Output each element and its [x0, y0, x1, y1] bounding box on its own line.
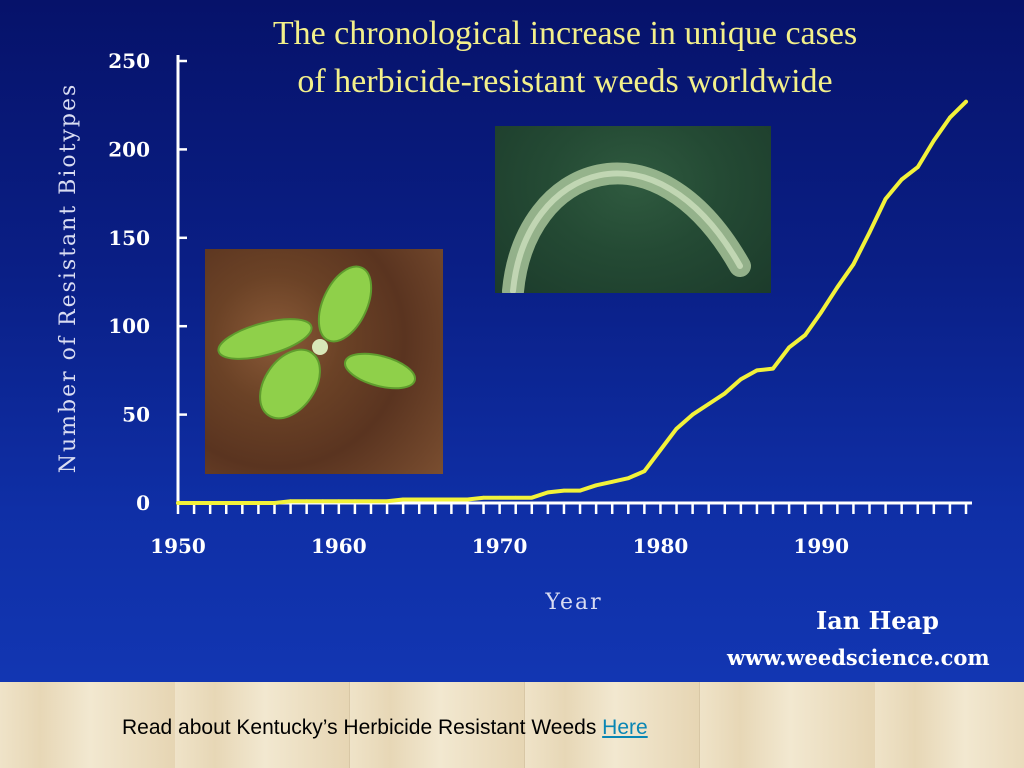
foxtail-image	[502, 162, 751, 302]
footer-divider	[699, 682, 700, 768]
data-point	[320, 499, 325, 504]
x-tick-label: 1950	[150, 534, 206, 558]
data-point	[417, 497, 422, 502]
data-point	[899, 177, 904, 182]
data-point	[867, 230, 872, 235]
data-point	[385, 499, 389, 504]
data-point	[739, 377, 743, 382]
data-point	[964, 99, 968, 104]
data-point	[304, 499, 309, 504]
data-point	[288, 499, 293, 504]
x-tick-label: 1970	[472, 534, 528, 558]
foxtail-grass-photo	[495, 126, 771, 302]
data-point	[240, 501, 245, 505]
x-tick-label: 1960	[311, 534, 367, 558]
chart-title: The chronological increase in unique cas…	[200, 10, 930, 106]
data-point	[706, 402, 711, 406]
data-point	[513, 495, 518, 500]
data-point	[562, 488, 566, 493]
y-tick-label: 0	[136, 491, 150, 515]
data-point	[481, 495, 486, 500]
data-point	[449, 497, 454, 502]
footer-divider	[524, 682, 525, 768]
data-point	[546, 490, 550, 495]
data-point	[353, 499, 357, 504]
data-point	[401, 497, 405, 502]
y-tick-label: 50	[122, 403, 150, 427]
data-point	[497, 495, 502, 500]
data-point	[658, 448, 663, 452]
data-point	[626, 476, 631, 481]
data-point	[610, 479, 615, 484]
footer-text: Read about Kentucky’s Herbicide Resistan…	[122, 716, 648, 740]
data-point	[787, 345, 791, 350]
data-point	[835, 285, 840, 290]
data-point	[578, 488, 582, 493]
x-tick-label: 1980	[633, 534, 689, 558]
data-point	[755, 368, 759, 373]
chart-title-line-2: of herbicide-resistant weeds worldwide	[297, 63, 833, 100]
data-point	[208, 501, 212, 505]
y-tick-label: 150	[108, 226, 150, 250]
data-point	[803, 333, 807, 337]
line-chart: 1950 1960 1970 1980 1990 0 50 100 150 200 250 Numb…	[56, 49, 972, 615]
data-point	[256, 501, 261, 505]
here-link[interactable]: Here	[602, 716, 648, 739]
data-point	[433, 497, 438, 502]
data-point	[465, 497, 470, 502]
chart-slide: The chronological increase in unique cas…	[0, 0, 1024, 682]
data-point	[883, 197, 888, 201]
data-point	[529, 495, 534, 500]
seedling-image	[217, 265, 416, 420]
y-axis-label: Number of Resistant Biotypes	[56, 83, 81, 474]
data-point	[948, 115, 952, 120]
data-point	[722, 391, 727, 396]
footer-caption: Read about Kentucky’s Herbicide Resistan…	[122, 716, 603, 739]
data-point	[932, 138, 936, 143]
data-point	[594, 483, 598, 488]
footer-bar	[0, 682, 1024, 768]
data-point	[771, 366, 775, 371]
data-point	[642, 469, 647, 473]
data-point	[272, 501, 277, 505]
data-point	[337, 499, 341, 504]
y-tick-label: 200	[108, 137, 150, 161]
author-credit: Ian Heap	[816, 606, 939, 635]
y-tick-label: 100	[108, 314, 150, 338]
chart-series	[176, 99, 968, 505]
chart-axes: 1950 1960 1970 1980 1990 0 50 100 150 200 250	[108, 49, 972, 558]
data-point	[915, 165, 920, 169]
data-point	[192, 501, 196, 505]
data-point	[851, 262, 856, 267]
seedling-photo	[205, 249, 443, 474]
data-point	[176, 501, 180, 505]
data-point	[369, 499, 373, 504]
data-point	[224, 501, 229, 505]
series-line	[176, 99, 968, 505]
x-axis-label: Year	[544, 590, 602, 615]
data-point	[690, 412, 695, 417]
y-tick-label: 250	[108, 49, 150, 73]
footer-divider	[349, 682, 350, 768]
website-credit: www.weedscience.com	[727, 645, 990, 670]
data-point	[819, 310, 824, 314]
x-tick-label: 1990	[793, 534, 849, 558]
data-point	[674, 426, 679, 431]
chart-title-line-1: The chronological increase in unique cas…	[272, 15, 858, 52]
